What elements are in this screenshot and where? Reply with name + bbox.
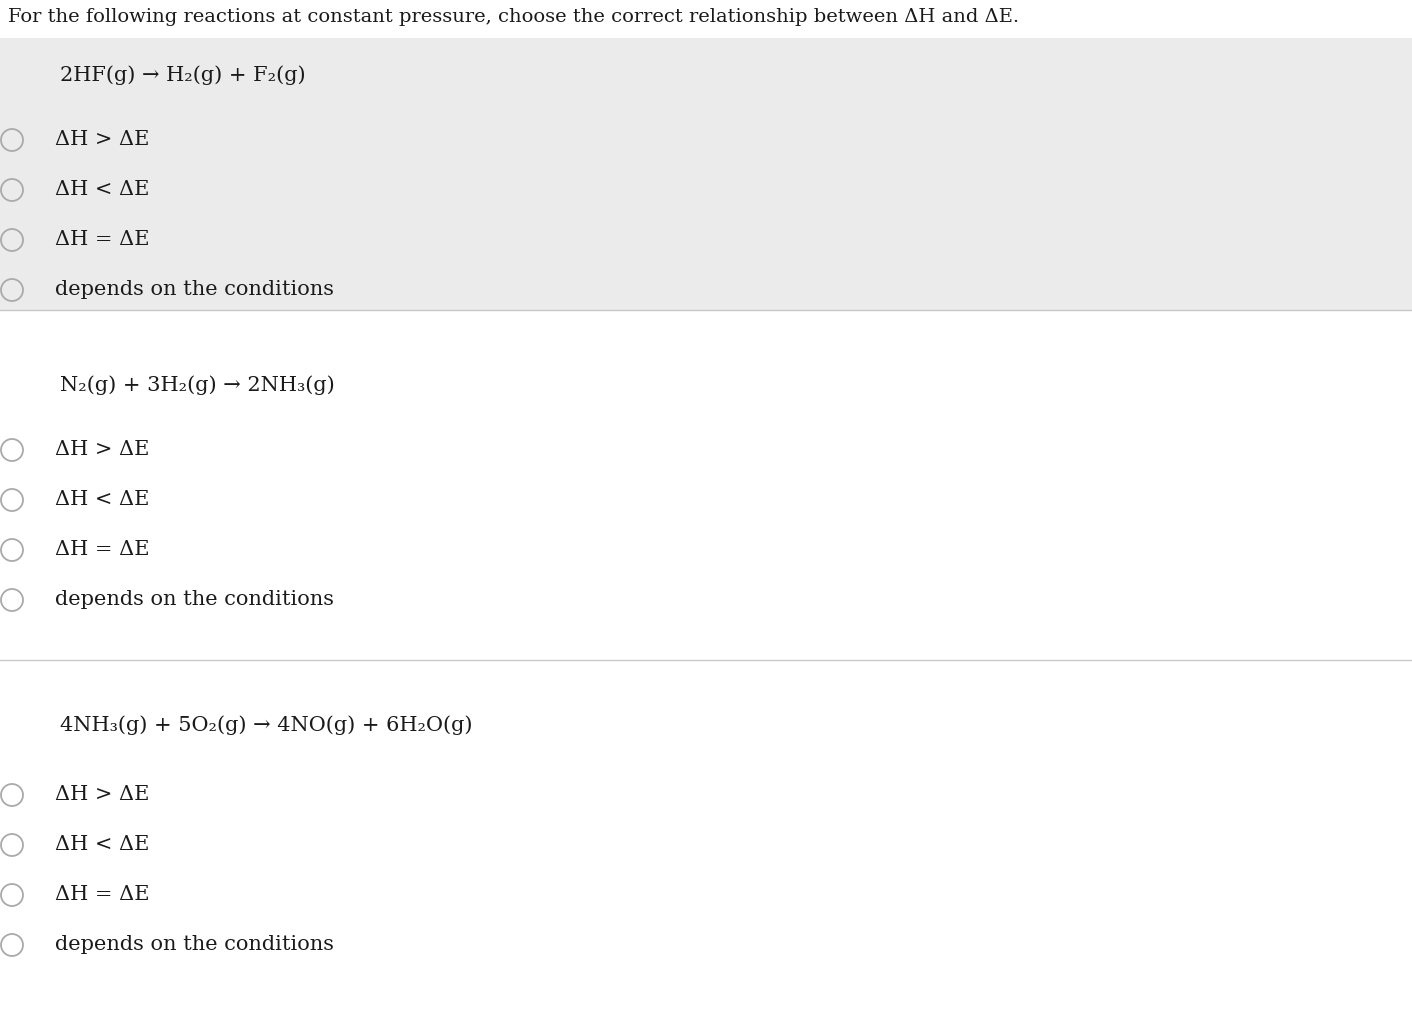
Text: ΔH > ΔE: ΔH > ΔE <box>55 440 150 459</box>
Text: N₂(g) + 3H₂(g) → 2NH₃(g): N₂(g) + 3H₂(g) → 2NH₃(g) <box>59 374 335 395</box>
Text: ΔH < ΔE: ΔH < ΔE <box>55 835 150 854</box>
Text: ΔH > ΔE: ΔH > ΔE <box>55 130 150 149</box>
Text: ΔH < ΔE: ΔH < ΔE <box>55 180 150 199</box>
Text: ΔH > ΔE: ΔH > ΔE <box>55 785 150 804</box>
Text: depends on the conditions: depends on the conditions <box>55 935 335 954</box>
Text: ΔH = ΔE: ΔH = ΔE <box>55 230 150 249</box>
Text: depends on the conditions: depends on the conditions <box>55 590 335 609</box>
Text: 4NH₃(g) + 5O₂(g) → 4NO(g) + 6H₂O(g): 4NH₃(g) + 5O₂(g) → 4NO(g) + 6H₂O(g) <box>59 715 473 735</box>
Text: For the following reactions at constant pressure, choose the correct relationshi: For the following reactions at constant … <box>8 8 1019 26</box>
Text: ΔH < ΔE: ΔH < ΔE <box>55 490 150 509</box>
Text: ΔH = ΔE: ΔH = ΔE <box>55 540 150 559</box>
Bar <box>0 660 1412 1026</box>
Bar <box>0 310 1412 660</box>
Text: ΔH = ΔE: ΔH = ΔE <box>55 885 150 904</box>
Bar <box>0 38 1412 310</box>
Text: 2HF(g) → H₂(g) + F₂(g): 2HF(g) → H₂(g) + F₂(g) <box>59 65 305 85</box>
Text: depends on the conditions: depends on the conditions <box>55 280 335 299</box>
